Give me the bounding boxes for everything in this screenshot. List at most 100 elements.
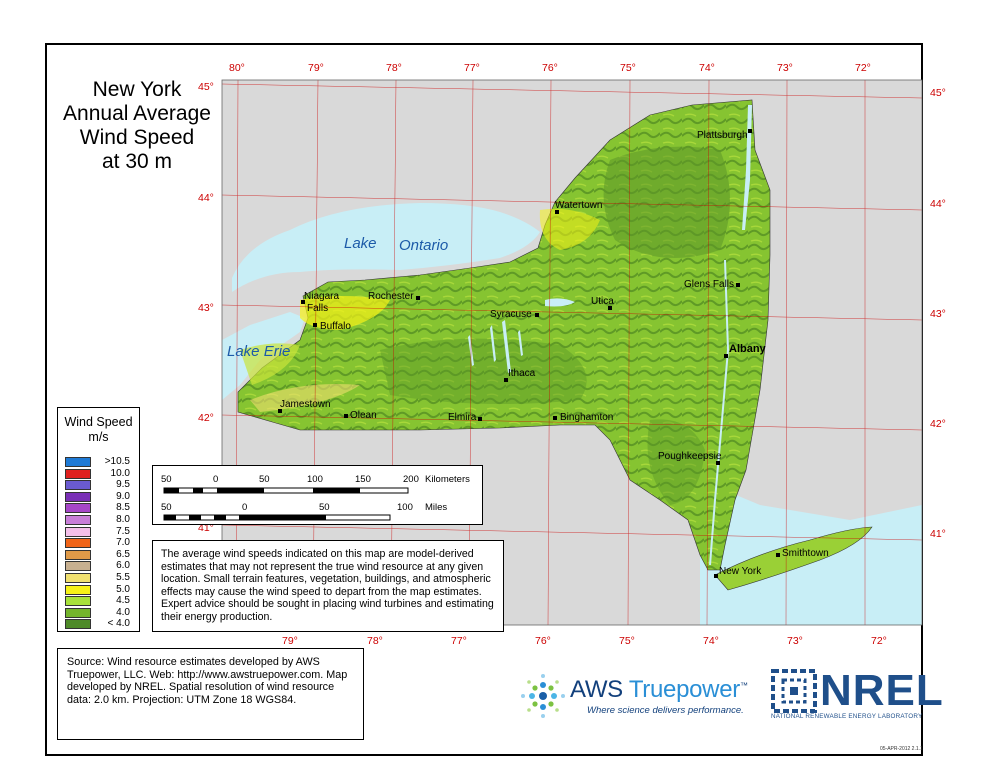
legend-entry: 10.0 — [65, 467, 139, 480]
scale-tick: 150 — [355, 474, 371, 485]
legend-swatch — [65, 480, 91, 491]
title-line: Annual Average — [63, 102, 211, 125]
aws-name-b: Truepower — [628, 676, 740, 703]
scale-tick: 200 — [403, 474, 419, 485]
lon-label: 74° — [703, 635, 719, 647]
lake-ontario-label-2: Ontario — [399, 237, 449, 254]
city-markers — [278, 129, 780, 578]
lon-label: 75° — [619, 635, 635, 647]
lat-label: 44° — [930, 198, 946, 210]
legend-swatch — [65, 457, 91, 467]
city-label: Utica — [591, 296, 614, 307]
legend-title: Wind Speed m/s — [58, 415, 139, 445]
aws-tm: ™ — [739, 681, 748, 690]
aws-name-a: AWS — [570, 676, 629, 703]
lat-label: 41° — [198, 522, 214, 534]
legend-label: >10.5 — [104, 456, 130, 467]
lon-label: 79° — [282, 635, 298, 647]
nrel-wordmark: NREL — [820, 666, 944, 715]
lake-ontario — [232, 203, 540, 292]
aws-tagline: Where science delivers performance. — [587, 705, 744, 716]
city-label: Syracuse — [490, 309, 532, 320]
map-title: New York Annual Average Wind Speed at 30… — [52, 78, 222, 174]
legend-entry: 5.0 — [65, 583, 139, 596]
lat-label: 44° — [198, 192, 214, 204]
legend-entry: 9.5 — [65, 479, 139, 491]
graticule — [221, 79, 923, 626]
title-line: at 30 m — [101, 150, 173, 173]
lake-erie-label: Lake Erie — [227, 343, 291, 360]
legend-entry: 5.5 — [65, 572, 139, 584]
scale-tick: 100 — [307, 474, 323, 485]
legend-label: 9.5 — [116, 479, 130, 491]
legend-swatch — [65, 549, 91, 560]
legend-entry: < 4.0 — [65, 618, 139, 630]
city-label: Buffalo — [320, 321, 351, 332]
lon-label: 72° — [871, 635, 887, 647]
legend-label: 9.0 — [116, 490, 130, 502]
legend-swatch — [65, 607, 91, 618]
legend-entry: 7.0 — [65, 537, 139, 549]
legend-entry: 4.0 — [65, 607, 139, 619]
legend-swatch — [65, 561, 91, 572]
scale-bar-graphic — [163, 487, 409, 521]
nrel-logo: NREL NATIONAL RENEWABLE ENERGY LABORATOR… — [770, 666, 943, 728]
city-label: Plattsburgh — [697, 130, 748, 141]
scale-tick: 0 — [242, 502, 248, 513]
nrel-emblem-icon — [771, 669, 817, 713]
source-box: Source: Wind resource estimates develope… — [57, 648, 364, 740]
city-label: Rochester — [368, 291, 414, 302]
legend-label: 5.0 — [116, 583, 130, 595]
lat-label: 42° — [198, 412, 214, 424]
legend-swatch — [65, 538, 91, 549]
scale-tick: 50 — [161, 502, 172, 513]
legend-entry: 6.0 — [65, 560, 139, 572]
legend-swatch — [65, 596, 91, 607]
lon-label: 76° — [542, 62, 558, 74]
scale-unit: Miles — [425, 502, 448, 513]
lon-label: 77° — [464, 62, 480, 74]
legend-swatch — [65, 584, 91, 595]
legend-label: 8.5 — [116, 502, 130, 514]
scale-bar: 50 0 50 100 150 200 Kilometers 50 0 50 1… — [152, 465, 483, 525]
legend-label: 6.5 — [116, 548, 130, 560]
legend-title-line: Wind Speed — [64, 415, 133, 429]
aws-wordmark: AWS Truepower™ — [570, 676, 748, 704]
legend-entry: 8.5 — [65, 502, 139, 514]
city-label: Falls — [307, 303, 329, 314]
aws-truepower-logo: AWS Truepower™ Where science delivers pe… — [518, 672, 758, 720]
legend-swatch — [65, 619, 91, 630]
legend-swatch — [65, 526, 91, 537]
legend-entry: 9.0 — [65, 490, 139, 503]
legend-label: < 4.0 — [107, 618, 130, 630]
legend-entry: >10.5 — [65, 456, 139, 468]
city-label: Albany — [729, 343, 766, 355]
city-label: New York — [719, 566, 762, 577]
legend-swatch — [65, 503, 91, 514]
legend-entry: 8.0 — [65, 514, 139, 526]
legend-unit: m/s — [88, 430, 109, 444]
aws-dots-icon — [521, 674, 565, 718]
legend-swatch — [65, 573, 91, 583]
city-label: Smithtown — [782, 548, 829, 559]
scale-tick: 50 — [161, 474, 172, 485]
lon-label: 78° — [367, 635, 383, 647]
lon-label: 75° — [620, 62, 636, 74]
legend-label: 4.5 — [116, 595, 130, 607]
city-label: Binghamton — [560, 412, 614, 423]
lon-label: 76° — [535, 635, 551, 647]
lon-label: 74° — [699, 62, 715, 74]
city-label: Jamestown — [280, 399, 331, 410]
lat-label: 45° — [198, 81, 214, 93]
lake-ontario-label-1: Lake — [344, 235, 377, 252]
lon-label: 80° — [229, 62, 245, 74]
legend-label: 7.0 — [116, 537, 130, 549]
legend-label: 10.0 — [110, 467, 130, 479]
date-stamp: 05-APR-2012 2.1.1 — [880, 746, 923, 752]
city-label: Olean — [350, 410, 377, 421]
lon-label: 72° — [855, 62, 871, 74]
legend-swatch — [65, 468, 91, 479]
city-label: Niagara — [304, 291, 340, 302]
scale-unit: Kilometers — [425, 474, 470, 485]
